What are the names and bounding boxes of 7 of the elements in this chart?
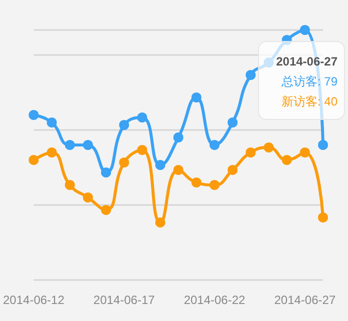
text: 总访客: 79 (281, 74, 338, 88)
text: 新访客: 40 (281, 94, 338, 108)
annotation: 2014-06-27 (276, 54, 338, 68)
x-tick-label: 2014-06-12 (2, 293, 65, 307)
x-tick-label: 2014-06-27 (274, 293, 336, 307)
x-tick-label: 2014-06-22 (184, 293, 246, 307)
x-tick-label: 2014-06-17 (93, 293, 156, 307)
